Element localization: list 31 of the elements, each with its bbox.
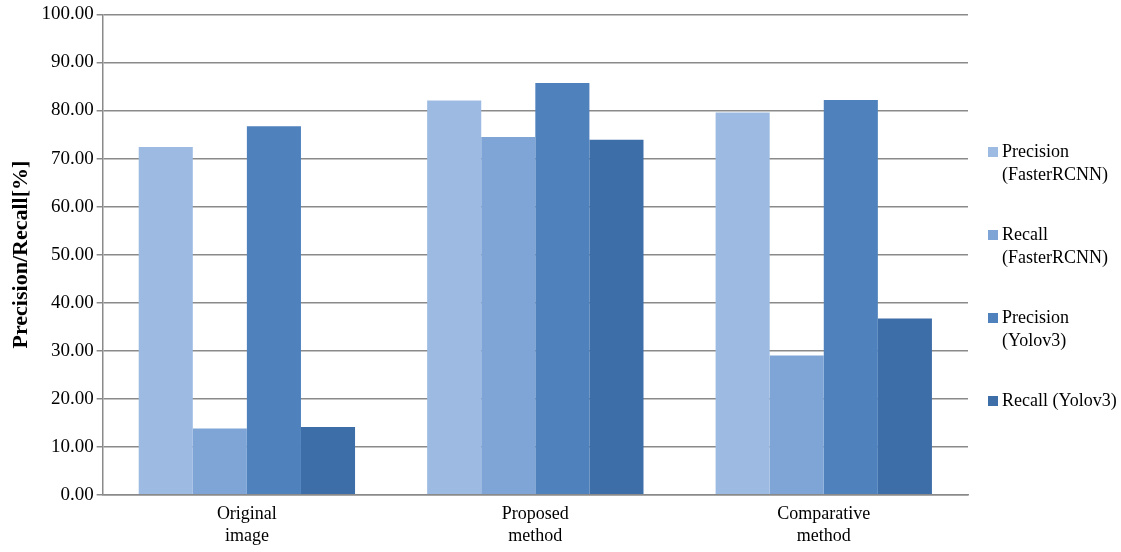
x-tick-label: Proposed method [501, 503, 569, 545]
bar [192, 428, 247, 495]
y-tick-label: 10.00 [50, 434, 94, 456]
bar [589, 139, 644, 495]
legend-label: Precision (Yolov3) [1002, 306, 1070, 352]
y-tick-label: 30.00 [50, 338, 94, 360]
legend-label: Recall (FasterRCNN) [1002, 223, 1109, 269]
y-tick-label: 90.00 [50, 50, 94, 72]
x-tick-label: Original image [216, 503, 277, 545]
y-tick-label: 50.00 [50, 242, 94, 264]
y-tick-label: 40.00 [50, 290, 94, 312]
bar [481, 136, 536, 495]
bar [877, 318, 932, 495]
y-tick-label: 0.00 [60, 482, 94, 504]
bar [138, 146, 193, 495]
legend-label: Precision (FasterRCNN) [1002, 140, 1109, 186]
bar [823, 99, 878, 495]
y-tick-label: 100.00 [41, 2, 94, 24]
bar [769, 355, 824, 495]
y-tick-label: 20.00 [50, 386, 94, 408]
x-tick-label: Comparative method [777, 503, 871, 545]
y-tick-label: 80.00 [50, 98, 94, 120]
y-axis-title: Precision/Recall[%] [6, 160, 32, 349]
bar [246, 126, 301, 495]
y-tick-label: 70.00 [50, 146, 94, 168]
legend-label: Recall (Yolov3) [1002, 389, 1117, 412]
bar [715, 112, 770, 495]
bar [427, 100, 482, 495]
y-tick-label: 60.00 [50, 194, 94, 216]
bar [535, 83, 590, 495]
bar [300, 427, 356, 495]
